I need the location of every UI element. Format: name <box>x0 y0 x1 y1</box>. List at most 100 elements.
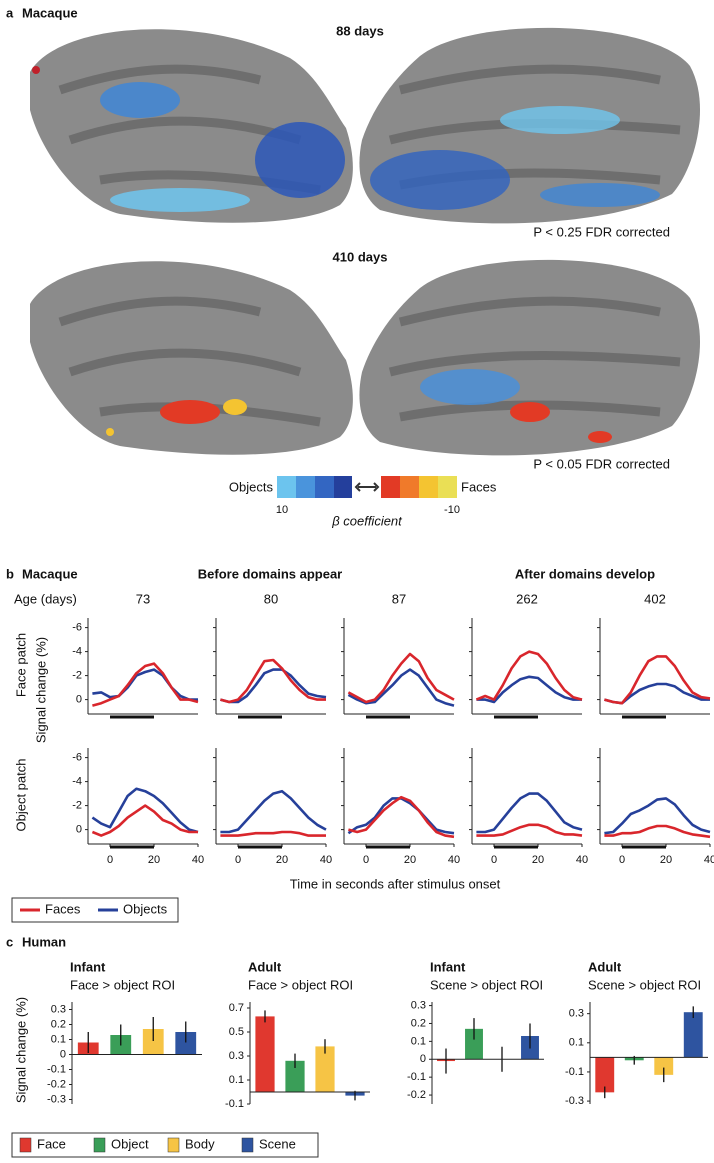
colorbar-label: Faces <box>461 479 497 494</box>
panel-letter: c <box>6 934 13 949</box>
y-tick-label: -6 <box>72 622 82 634</box>
legend-label: Face <box>37 1136 66 1151</box>
bar <box>175 1032 197 1055</box>
chart-title: Adult <box>248 959 282 974</box>
legend-label: Objects <box>123 901 168 916</box>
y-tick-label: 0.2 <box>51 1018 66 1030</box>
line <box>604 824 711 839</box>
y-tick-label: -4 <box>72 776 82 788</box>
line <box>347 652 455 704</box>
colorbar-title: β coefficient <box>331 513 403 528</box>
y-tick-label: 0.3 <box>411 999 426 1011</box>
colorbar-tick: -10 <box>444 504 460 516</box>
panel-title: 88 days <box>336 23 384 38</box>
panel-letter: b <box>6 566 14 581</box>
bar <box>285 1060 305 1092</box>
legend-box <box>11 897 179 923</box>
chart-subtitle: Scene > object ROI <box>588 977 701 992</box>
line <box>604 797 711 835</box>
y-tick-label: -0.3 <box>47 1093 66 1105</box>
note: P < 0.25 FDR corrected <box>533 224 670 239</box>
group-title: After domains develop <box>515 566 655 581</box>
y-tick-label: 0 <box>60 1048 66 1060</box>
x-tick-label: 40 <box>576 854 588 866</box>
chart-subtitle: Face > object ROI <box>70 977 175 992</box>
panel-species: Macaque <box>22 566 78 581</box>
x-tick-label: 20 <box>148 854 160 866</box>
line <box>91 787 199 834</box>
legend-box <box>11 1132 319 1158</box>
brain-bottom <box>30 259 701 456</box>
x-tick-label: 0 <box>107 854 113 866</box>
x-tick-label: 40 <box>704 854 714 866</box>
y-tick-label: 0.3 <box>51 1003 66 1015</box>
line <box>91 804 198 837</box>
note: P < 0.05 FDR corrected <box>533 456 670 471</box>
line <box>476 675 582 704</box>
x-tick-label: 0 <box>491 854 497 866</box>
legend-label: Body <box>185 1136 215 1151</box>
y-tick-label: 0.1 <box>51 1033 66 1045</box>
x-tick-label: 0 <box>363 854 369 866</box>
x-axis-title: Time in seconds after stimulus onset <box>290 876 501 891</box>
panel-letter: a <box>6 5 14 20</box>
chart-title: Infant <box>70 959 106 974</box>
colorbar-label: Objects <box>229 479 274 494</box>
line <box>92 668 198 701</box>
row-label: Object patch <box>13 759 28 832</box>
y-tick-label: -2 <box>72 800 82 812</box>
x-tick-label: 0 <box>235 854 241 866</box>
x-tick-label: 20 <box>532 854 544 866</box>
y-tick-label: -0.1 <box>225 1098 244 1110</box>
y-tick-label: -0.3 <box>565 1095 584 1107</box>
line <box>475 650 583 701</box>
y-tick-label: 0 <box>420 1053 426 1065</box>
row-label: Face patch <box>13 633 28 697</box>
line <box>220 668 327 704</box>
y-tick-label: 0.3 <box>229 1050 244 1062</box>
line <box>220 830 326 837</box>
panel-species: Human <box>22 934 66 949</box>
bar <box>683 1012 703 1058</box>
legend-swatch <box>93 1137 106 1153</box>
panel-species: Macaque <box>22 5 78 20</box>
x-tick-label: 20 <box>276 854 288 866</box>
y-tick-label: -2 <box>72 670 82 682</box>
line <box>220 789 327 834</box>
y-tick-label: 0.5 <box>229 1026 244 1038</box>
line <box>347 797 455 835</box>
y-tick-label: 0.2 <box>411 1017 426 1029</box>
bar <box>595 1057 615 1093</box>
bar <box>654 1057 674 1075</box>
y-tick-label: 0 <box>76 694 82 706</box>
line <box>476 792 583 834</box>
colorbar <box>277 476 457 498</box>
age-label: Age (days) <box>14 591 77 606</box>
x-tick-label: 20 <box>660 854 672 866</box>
y-tick-label: 0.1 <box>229 1074 244 1086</box>
colorbar-tick: 10 <box>276 504 288 516</box>
y-tick-label: -0.1 <box>565 1066 584 1078</box>
x-tick-label: 40 <box>448 854 460 866</box>
legend-swatch <box>167 1137 180 1153</box>
y-tick-label: 0.1 <box>569 1037 584 1049</box>
x-tick-label: 20 <box>404 854 416 866</box>
legend-swatch <box>19 1137 32 1153</box>
x-tick-label: 40 <box>192 854 204 866</box>
panel-title: 410 days <box>333 249 388 264</box>
line <box>604 655 711 705</box>
y-axis-title: Signal change (%) <box>13 997 28 1103</box>
line <box>348 795 455 839</box>
bar <box>315 1046 335 1092</box>
bar <box>465 1028 483 1060</box>
y-tick-label: -4 <box>72 646 82 658</box>
chart-title: Infant <box>430 959 466 974</box>
legend-label: Faces <box>45 901 81 916</box>
y-tick-label: -0.1 <box>407 1071 426 1083</box>
y-tick-label: -0.2 <box>407 1089 426 1101</box>
line <box>220 658 326 704</box>
bar <box>255 1016 275 1092</box>
y-tick-label: -0.1 <box>47 1063 66 1075</box>
